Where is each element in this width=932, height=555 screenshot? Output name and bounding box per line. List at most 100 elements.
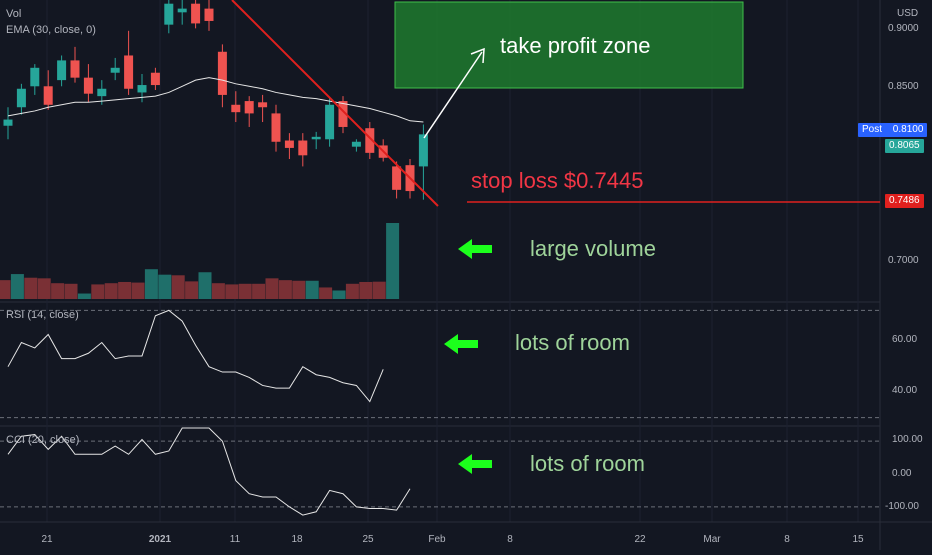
cci-tick-label: -100.00 bbox=[885, 501, 919, 512]
annotation-lines bbox=[231, 0, 880, 474]
candle-body bbox=[365, 128, 375, 153]
volume-bar bbox=[332, 290, 346, 299]
time-tick-label: 25 bbox=[362, 534, 374, 545]
time-tick-label: 15 bbox=[852, 534, 864, 545]
candle-body bbox=[70, 60, 80, 78]
candle-body bbox=[418, 134, 428, 167]
rsi-line bbox=[7, 309, 384, 403]
axes: 0.9000 0.8500 0.7000 60.00 40.00 100.00 0.00 -1… bbox=[41, 23, 923, 545]
take-profit-label: take profit zone bbox=[500, 33, 651, 58]
rsi-tick-label: 40.00 bbox=[892, 385, 917, 396]
candle-body bbox=[298, 140, 308, 156]
large-volume-arrow-icon bbox=[458, 239, 492, 259]
volume-bar bbox=[345, 283, 359, 299]
cci-tick-label: 0.00 bbox=[892, 468, 912, 479]
candle-body bbox=[231, 104, 241, 113]
volume-bar bbox=[265, 278, 279, 299]
candle-body bbox=[217, 51, 227, 95]
volume-bar bbox=[171, 275, 185, 299]
candle-body bbox=[137, 85, 147, 93]
candle-body bbox=[191, 3, 201, 24]
time-tick-label: 21 bbox=[41, 534, 53, 545]
stop-price-tag: 0.7486 bbox=[885, 194, 924, 208]
candle-body bbox=[271, 113, 281, 142]
stop-loss-label: stop loss $0.7445 bbox=[471, 168, 644, 193]
candle-body bbox=[244, 101, 254, 114]
volume-bar bbox=[225, 284, 239, 299]
rsi-pane bbox=[0, 309, 880, 419]
post-price-tag: Post 0.8100 bbox=[858, 123, 928, 137]
profit-arrow-shaft bbox=[423, 51, 483, 139]
volume-bar bbox=[185, 281, 199, 299]
candle-body bbox=[177, 8, 187, 13]
lots-of-room-rsi-label: lots of room bbox=[515, 330, 630, 355]
cci-room-arrow-icon bbox=[458, 454, 492, 474]
volume-bars bbox=[0, 223, 400, 299]
candle-body bbox=[110, 67, 120, 73]
ema-label: EMA (30, close, 0) bbox=[6, 24, 96, 36]
candle-body bbox=[3, 119, 13, 126]
time-tick-label: Mar bbox=[703, 534, 721, 545]
candle-body bbox=[43, 86, 53, 105]
volume-bar bbox=[104, 283, 118, 299]
ema30-line bbox=[7, 77, 424, 123]
cci-pane bbox=[0, 427, 880, 516]
volume-bar bbox=[211, 283, 225, 299]
volume-bar bbox=[24, 277, 38, 299]
volume-bar bbox=[37, 278, 51, 299]
volume-bar bbox=[292, 280, 306, 299]
price-tick-label: 0.9000 bbox=[888, 23, 919, 34]
candle-body bbox=[16, 88, 26, 108]
lots-of-room-cci-label: lots of room bbox=[530, 451, 645, 476]
volume-bar bbox=[252, 283, 266, 299]
candle-body bbox=[338, 101, 348, 127]
currency-label: USD bbox=[897, 8, 919, 19]
candle-body bbox=[392, 166, 402, 190]
price-tick-label: 0.7000 bbox=[888, 255, 919, 266]
volume-bar bbox=[91, 284, 105, 299]
volume-bar bbox=[278, 280, 292, 299]
volume-bar bbox=[10, 274, 24, 299]
profit-arrow-head bbox=[470, 47, 485, 64]
large-volume-label: large volume bbox=[530, 236, 656, 261]
volume-bar bbox=[198, 272, 212, 299]
volume-bar bbox=[158, 274, 172, 299]
take-profit-zone bbox=[394, 1, 744, 89]
time-tick-label: 11 bbox=[230, 534, 241, 545]
candle-body bbox=[258, 102, 268, 108]
time-tick-label: 8 bbox=[784, 534, 790, 545]
rsi-room-arrow-icon bbox=[444, 334, 478, 354]
cci-tick-label: 100.00 bbox=[892, 434, 923, 445]
candle-body bbox=[351, 141, 361, 147]
time-tick-label: 2021 bbox=[149, 534, 172, 545]
cci-title: CCI (20, close) bbox=[6, 434, 80, 446]
volume-bar bbox=[118, 281, 132, 299]
candle-body bbox=[311, 136, 321, 140]
time-tick-label: 22 bbox=[634, 534, 646, 545]
vol-label: Vol bbox=[6, 8, 22, 20]
candle-body bbox=[204, 8, 214, 21]
price-tick-label: 0.8500 bbox=[888, 81, 919, 92]
candle-body bbox=[150, 72, 160, 86]
volume-bar bbox=[359, 281, 373, 299]
candle-body bbox=[57, 60, 67, 81]
rsi-tick-label: 60.00 bbox=[892, 334, 917, 345]
time-tick-label: 18 bbox=[291, 534, 303, 545]
volume-bar bbox=[51, 283, 65, 299]
post-value: 0.8100 bbox=[892, 124, 924, 135]
volume-bar bbox=[238, 283, 252, 299]
candle-body bbox=[284, 140, 294, 148]
candle-body bbox=[325, 104, 335, 140]
post-label: Post bbox=[862, 124, 883, 135]
take-profit-rect bbox=[394, 1, 744, 89]
candle-body bbox=[164, 3, 174, 25]
volume-bar bbox=[372, 281, 386, 299]
volume-bar bbox=[77, 293, 91, 299]
last-price-tag: 0.8065 bbox=[885, 139, 924, 153]
candle-body bbox=[124, 55, 134, 89]
time-tick-label: Feb bbox=[428, 534, 446, 545]
volume-bar bbox=[319, 287, 333, 299]
candle-body bbox=[97, 88, 107, 97]
